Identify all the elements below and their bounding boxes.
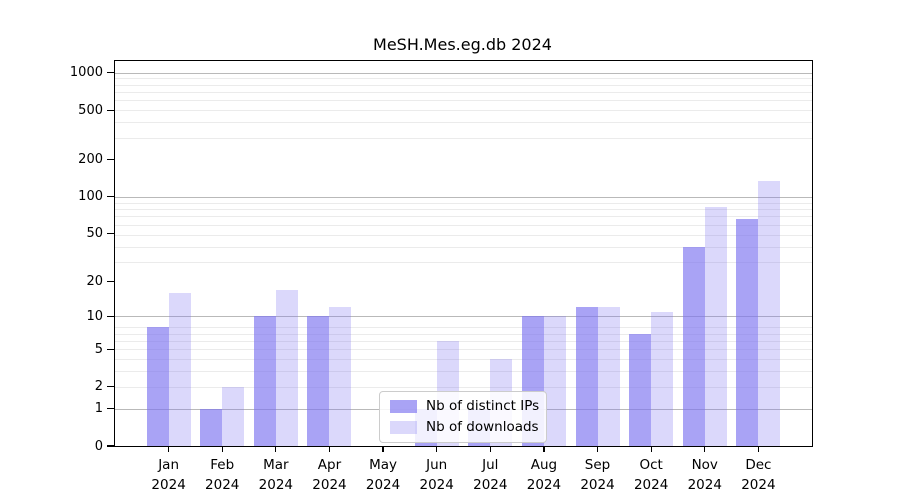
gridline-major (115, 316, 812, 318)
gridline-minor (115, 209, 812, 211)
gridline-minor (115, 84, 812, 86)
x-tick-label: Nov 2024 (687, 457, 722, 494)
x-tick-mark (168, 446, 170, 452)
x-tick-label: Mar 2024 (258, 457, 294, 494)
legend: Nb of distinct IPs Nb of downloads (379, 391, 547, 443)
bar-distinct-ips-apr (307, 316, 330, 446)
y-tick-label: 100 (78, 189, 103, 205)
plot-area: Nb of distinct IPs Nb of downloads 0 1 2 5 1… (70, 60, 813, 493)
x-tick-label: Apr 2024 (312, 457, 347, 494)
gridline-minor (115, 359, 812, 361)
gridline-minor (115, 137, 812, 139)
y-tick-label: 5 (94, 341, 103, 357)
x-tick-mark (489, 446, 491, 452)
bar-downloads-aug (543, 316, 566, 446)
gridline-minor (115, 340, 812, 342)
gridline-minor (115, 216, 812, 218)
y-tick-label: 500 (78, 102, 103, 118)
legend-row-distinct-ips: Nb of distinct IPs (390, 398, 540, 414)
x-tick-label: Sep 2024 (580, 457, 615, 494)
y-tick-mark (107, 196, 114, 198)
chart-title: MeSH.Mes.eg.db 2024 (373, 35, 552, 54)
gridline-minor (115, 100, 812, 102)
x-tick-label: Dec 2024 (741, 457, 776, 494)
gridline-minor (115, 92, 812, 94)
y-tick-label: 1 (94, 401, 103, 417)
gridline-minor (115, 327, 812, 329)
bar-distinct-ips-jan (146, 327, 169, 446)
gridline-minor (115, 110, 812, 112)
bar-downloads-nov (704, 206, 727, 446)
gridline-minor (115, 371, 812, 373)
x-tick-mark (382, 446, 384, 452)
y-tick-label: 1000 (69, 65, 103, 81)
x-tick-mark (221, 446, 223, 452)
y-tick-mark (107, 386, 114, 388)
x-tick-mark (328, 446, 331, 452)
x-tick-mark (650, 446, 652, 452)
y-tick-mark (107, 407, 114, 410)
x-tick-label: Jun 2024 (419, 457, 454, 494)
gridline-minor (115, 386, 812, 388)
gridline-minor (115, 224, 812, 226)
gridline-minor (115, 262, 812, 264)
y-tick-mark (107, 348, 114, 350)
bar-downloads-feb (222, 386, 245, 446)
bar-downloads-oct (651, 311, 674, 446)
bar-downloads-sep (597, 307, 620, 446)
legend-swatch-distinct-ips (390, 399, 417, 413)
y-tick-label: 10 (86, 308, 103, 324)
bar-downloads-jan (168, 292, 191, 446)
legend-label-downloads: Nb of downloads (426, 419, 539, 435)
y-tick-mark (107, 158, 114, 161)
y-tick-label: 20 (86, 274, 103, 290)
bar-distinct-ips-dec (736, 218, 759, 446)
x-tick-label: Feb 2024 (205, 457, 240, 494)
x-tick-label: Oct 2024 (633, 457, 669, 494)
x-tick-mark (436, 446, 438, 452)
y-tick-mark (107, 445, 114, 447)
gridline-minor (115, 78, 812, 80)
y-tick-mark (107, 232, 114, 235)
x-tick-label: Jul 2024 (473, 457, 508, 494)
legend-swatch-downloads (390, 420, 417, 434)
x-tick-mark (704, 446, 706, 452)
bar-distinct-ips-nov (682, 246, 705, 446)
bar-downloads-apr (329, 307, 352, 446)
y-tick-mark (107, 280, 114, 283)
y-tick-label: 200 (78, 151, 103, 167)
y-tick-mark (107, 109, 114, 111)
y-tick-label: 50 (86, 226, 103, 242)
legend-label-distinct-ips: Nb of distinct IPs (426, 398, 540, 414)
y-tick-mark (107, 315, 114, 318)
bar-distinct-ips-feb (200, 408, 223, 446)
gridline-major (115, 196, 812, 198)
gridline-minor (115, 246, 812, 248)
bar-distinct-ips-sep (575, 307, 598, 446)
x-tick-label: Aug 2024 (526, 457, 562, 494)
bar-distinct-ips-mar (253, 316, 276, 446)
x-tick-mark (596, 446, 599, 452)
gridline-minor (115, 234, 812, 236)
legend-row-downloads: Nb of downloads (390, 419, 539, 435)
x-tick-label: May 2024 (365, 457, 401, 494)
gridline-minor (115, 349, 812, 351)
gridline-minor (115, 122, 812, 124)
x-tick-mark (757, 446, 759, 452)
gridline-minor (115, 202, 812, 204)
bar-downloads-mar (275, 289, 298, 446)
x-tick-mark (543, 446, 545, 452)
y-tick-label: 0 (94, 438, 103, 454)
y-tick-mark (107, 72, 114, 74)
x-tick-label: Jan 2024 (151, 457, 186, 494)
gridline-minor (115, 333, 812, 335)
bar-downloads-dec (758, 180, 781, 446)
x-tick-mark (275, 446, 277, 452)
y-tick-label: 2 (94, 379, 103, 395)
gridline-major (115, 72, 812, 74)
bar-distinct-ips-oct (629, 333, 652, 446)
